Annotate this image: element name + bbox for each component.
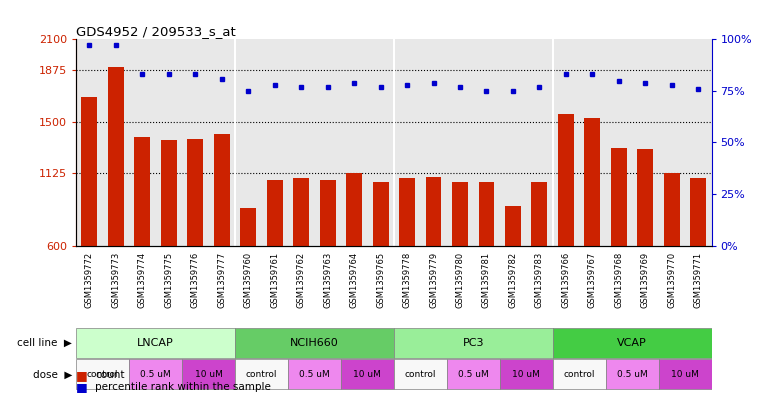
Bar (187, 139, 203, 246)
Bar (182, 359, 235, 389)
Bar (479, 182, 495, 246)
Text: control: control (246, 370, 277, 379)
Text: GSM1359764: GSM1359764 (349, 252, 358, 308)
Text: GSM1359767: GSM1359767 (588, 252, 597, 308)
Bar (394, 328, 552, 358)
Bar (267, 180, 282, 246)
Text: GSM1359780: GSM1359780 (456, 252, 464, 308)
Bar (606, 359, 658, 389)
Text: GSM1359768: GSM1359768 (614, 252, 623, 308)
Text: GSM1359771: GSM1359771 (694, 252, 703, 308)
Text: 0.5 uM: 0.5 uM (140, 370, 171, 379)
Bar (129, 359, 182, 389)
Bar (235, 359, 288, 389)
Text: GSM1359778: GSM1359778 (403, 252, 412, 308)
Bar (214, 134, 230, 246)
Text: VCAP: VCAP (617, 338, 647, 348)
Bar (161, 140, 177, 246)
Bar (293, 178, 309, 246)
Bar (447, 359, 500, 389)
Bar (81, 97, 97, 246)
Text: GSM1359782: GSM1359782 (508, 252, 517, 308)
Bar (664, 173, 680, 246)
Bar (135, 137, 150, 246)
Text: NCIH660: NCIH660 (290, 338, 339, 348)
Text: control: control (405, 370, 436, 379)
Bar (552, 359, 606, 389)
Bar (611, 148, 627, 246)
Bar (394, 359, 447, 389)
Text: 10 uM: 10 uM (353, 370, 381, 379)
Text: GSM1359761: GSM1359761 (270, 252, 279, 308)
Text: GSM1359765: GSM1359765 (376, 252, 385, 308)
Text: GSM1359779: GSM1359779 (429, 252, 438, 308)
Text: GSM1359775: GSM1359775 (164, 252, 174, 308)
Text: ■: ■ (76, 369, 88, 382)
Text: GSM1359769: GSM1359769 (641, 252, 650, 308)
Text: 0.5 uM: 0.5 uM (299, 370, 330, 379)
Text: GSM1359760: GSM1359760 (244, 252, 253, 308)
Text: GSM1359777: GSM1359777 (217, 252, 226, 308)
Text: dose  ▶: dose ▶ (33, 369, 72, 379)
Text: GDS4952 / 209533_s_at: GDS4952 / 209533_s_at (76, 25, 236, 38)
Text: control: control (563, 370, 595, 379)
Text: GSM1359774: GSM1359774 (138, 252, 147, 308)
Text: GSM1359762: GSM1359762 (297, 252, 306, 308)
Bar (235, 328, 394, 358)
Text: GSM1359770: GSM1359770 (667, 252, 677, 308)
Bar (288, 359, 341, 389)
Bar (584, 118, 600, 246)
Text: LNCAP: LNCAP (137, 338, 174, 348)
Text: 10 uM: 10 uM (195, 370, 222, 379)
Bar (531, 182, 547, 246)
Bar (638, 149, 653, 246)
Text: 10 uM: 10 uM (512, 370, 540, 379)
Text: control: control (87, 370, 118, 379)
Text: 10 uM: 10 uM (671, 370, 699, 379)
Bar (690, 178, 706, 246)
Bar (552, 328, 712, 358)
Bar (373, 182, 389, 246)
Text: ■: ■ (76, 380, 88, 393)
Bar (452, 182, 468, 246)
Bar (320, 180, 336, 246)
Text: 0.5 uM: 0.5 uM (616, 370, 648, 379)
Text: GSM1359772: GSM1359772 (84, 252, 94, 308)
Text: GSM1359763: GSM1359763 (323, 252, 332, 308)
Bar (346, 173, 362, 246)
Bar (108, 67, 124, 246)
Text: 0.5 uM: 0.5 uM (458, 370, 489, 379)
Bar (505, 206, 521, 246)
Bar (558, 114, 574, 246)
Text: PC3: PC3 (463, 338, 484, 348)
Bar (658, 359, 712, 389)
Bar (76, 328, 235, 358)
Text: GSM1359783: GSM1359783 (535, 252, 544, 308)
Bar (500, 359, 552, 389)
Bar (341, 359, 394, 389)
Text: GSM1359766: GSM1359766 (562, 252, 571, 308)
Text: GSM1359781: GSM1359781 (482, 252, 491, 308)
Bar (425, 177, 441, 246)
Bar (399, 178, 415, 246)
Text: percentile rank within the sample: percentile rank within the sample (95, 382, 271, 392)
Text: cell line  ▶: cell line ▶ (18, 338, 72, 348)
Bar (240, 208, 256, 246)
Bar (76, 359, 129, 389)
Text: count: count (95, 370, 125, 380)
Text: GSM1359776: GSM1359776 (191, 252, 199, 308)
Text: GSM1359773: GSM1359773 (111, 252, 120, 308)
